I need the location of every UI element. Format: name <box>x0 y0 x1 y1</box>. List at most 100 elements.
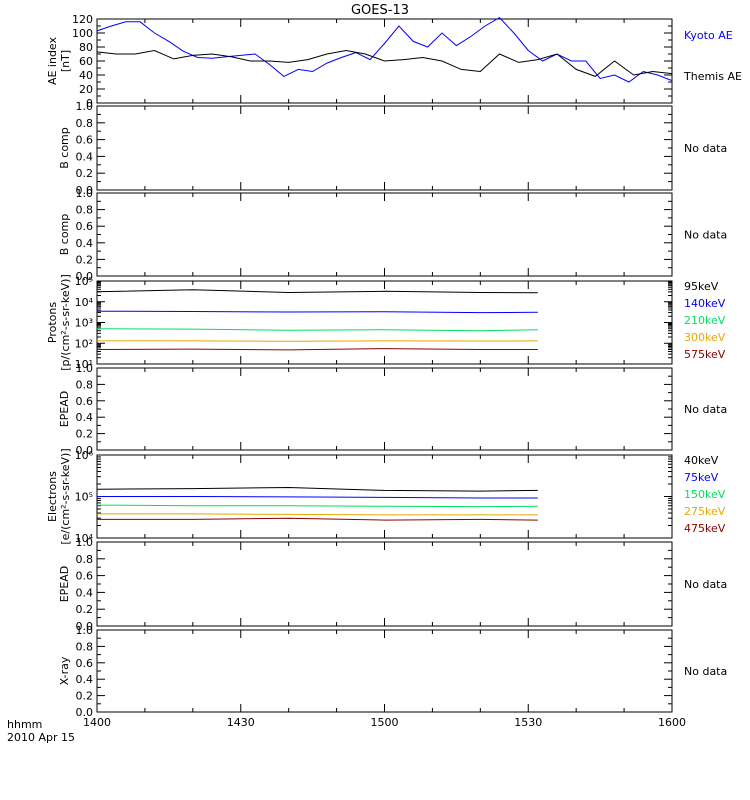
y-tick-label: 0.0 <box>76 706 94 719</box>
panel-frame <box>96 541 673 627</box>
x-tick-label: 1530 <box>514 716 542 729</box>
series-line-75kev <box>97 496 538 499</box>
y-axis-label: [p/(cm²-s-sr-keV)] <box>59 274 72 371</box>
no-data-label: No data <box>684 578 727 591</box>
legend-themis-ae: Themis AE <box>683 70 742 83</box>
y-tick-label: 10⁴ <box>75 296 94 309</box>
series-line-150kev <box>96 504 538 508</box>
y-tick-label: 100 <box>72 27 93 40</box>
legend-95kev: 95keV <box>684 280 719 293</box>
no-data-label: No data <box>684 142 727 155</box>
y-axis-label: Protons <box>46 302 59 343</box>
legend-40kev: 40keV <box>684 454 719 467</box>
y-tick-label: 0.4 <box>76 411 94 424</box>
series-line-themis-ae <box>96 49 673 77</box>
y-tick-label: 10³ <box>75 317 93 330</box>
y-tick-label: 0.0 <box>76 184 94 197</box>
y-tick-label: 80 <box>79 41 93 54</box>
legend-475kev: 475keV <box>684 522 726 535</box>
y-tick-label: 0.6 <box>76 134 94 147</box>
y-tick-label: 120 <box>72 13 93 26</box>
y-tick-label: 0.8 <box>76 117 94 130</box>
y-tick-label: 0.2 <box>76 253 94 266</box>
chart-title: GOES-13 <box>351 3 409 18</box>
panel-frame <box>96 629 673 713</box>
y-tick-label: 0.4 <box>76 673 94 686</box>
y-tick-label: 0.4 <box>76 150 94 163</box>
y-tick-label: 0.6 <box>76 220 94 233</box>
y-tick-label: 1.0 <box>76 100 94 113</box>
y-tick-label: 10⁶ <box>75 449 94 462</box>
y-axis-label: [e/(cm²-s-sr-keV)] <box>59 448 72 544</box>
y-axis-label: [nT] <box>59 50 72 72</box>
y-axis-label: B comp <box>58 214 71 256</box>
no-data-label: No data <box>684 403 727 416</box>
y-tick-label: 0.0 <box>76 620 94 633</box>
x-tick-label: 1600 <box>658 716 686 729</box>
panel-frame <box>96 280 673 365</box>
legend-575kev: 575keV <box>684 348 726 361</box>
y-tick-label: 40 <box>79 69 93 82</box>
y-tick-label: 0.8 <box>76 378 94 391</box>
y-axis-label: B comp <box>58 127 71 169</box>
series-line-95kev <box>96 289 538 294</box>
y-tick-label: 0.2 <box>76 167 94 180</box>
y-axis-label: EPEAD <box>58 566 71 603</box>
panel-2: 0.0 0.2 0.4 0.6 0.8 1.0 B comp No data <box>58 100 727 197</box>
y-tick-label: 0.4 <box>76 586 94 599</box>
y-tick-label: 0.0 <box>76 270 94 283</box>
y-tick-label: 1.0 <box>76 624 94 637</box>
panel-frame <box>96 105 673 191</box>
y-tick-label: 0.2 <box>76 428 94 441</box>
panel-frame <box>96 192 673 277</box>
panel-8: 0.0 0.2 0.4 0.6 0.8 1.0 X-ray No data <box>58 624 727 719</box>
y-tick-label: 0.0 <box>76 444 94 457</box>
y-axis-label: X-ray <box>58 656 71 685</box>
y-tick-label: 10⁵ <box>75 275 93 288</box>
y-axis-label: Electrons <box>46 471 59 522</box>
y-tick-label: 0.2 <box>76 690 94 703</box>
x-corner-label-hhmm: hhmm <box>7 718 42 731</box>
legend-275kev: 275keV <box>684 505 726 518</box>
y-tick-label: 10⁵ <box>75 491 93 504</box>
x-axis: hhmm 2010 Apr 15 1400 1430 1500 1530 1600 <box>7 716 686 744</box>
y-tick-label: 60 <box>79 55 93 68</box>
y-tick-label: 0.8 <box>76 204 94 217</box>
panel-7: 0.0 0.2 0.4 0.6 0.8 1.0 EPEAD No data <box>58 536 727 633</box>
panel-6: 10⁴ 10⁵ 10⁶ Electrons [e/(cm²-s-sr-keV)] 40ke… <box>46 448 726 545</box>
y-tick-label: 0.6 <box>76 657 94 670</box>
legend-300kev: 300keV <box>684 331 726 344</box>
legend-210kev: 210keV <box>684 314 726 327</box>
y-tick-label: 10² <box>75 337 93 350</box>
y-tick-label: 0.4 <box>76 237 94 250</box>
no-data-label: No data <box>684 665 727 678</box>
legend-140kev: 140keV <box>684 297 726 310</box>
y-tick-label: 0 <box>86 97 93 110</box>
y-tick-label: 0.2 <box>76 603 94 616</box>
y-tick-label: 0.8 <box>76 640 94 653</box>
y-tick-label: 10¹ <box>75 358 93 371</box>
panel-5: 0.0 0.2 0.4 0.6 0.8 1.0 EPEAD No data <box>58 362 727 457</box>
x-tick-label: 1400 <box>83 716 111 729</box>
legend-75kev: 75keV <box>684 471 719 484</box>
series-line-575kev <box>96 348 538 351</box>
no-data-label: No data <box>684 229 727 242</box>
series-line-kyoto-ae <box>96 16 673 83</box>
x-corner-label-date: 2010 Apr 15 <box>7 731 75 744</box>
y-tick-label: 0.6 <box>76 395 94 408</box>
y-tick-label: 0.6 <box>76 570 94 583</box>
panel-3: 0.0 0.2 0.4 0.6 0.8 1.0 B comp No data <box>58 187 727 283</box>
y-tick-label: 20 <box>79 83 93 96</box>
y-axis-label: EPEAD <box>58 391 71 428</box>
y-tick-label: 1.0 <box>76 536 94 549</box>
series-line-140kev <box>96 310 538 314</box>
x-tick-label: 1430 <box>227 716 255 729</box>
series-line-475kev <box>97 517 538 521</box>
series-line-210kev <box>96 328 538 332</box>
y-axis-label: AE index <box>46 36 59 85</box>
y-tick-label: 1.0 <box>76 187 94 200</box>
y-tick-label: 10⁴ <box>75 532 94 545</box>
